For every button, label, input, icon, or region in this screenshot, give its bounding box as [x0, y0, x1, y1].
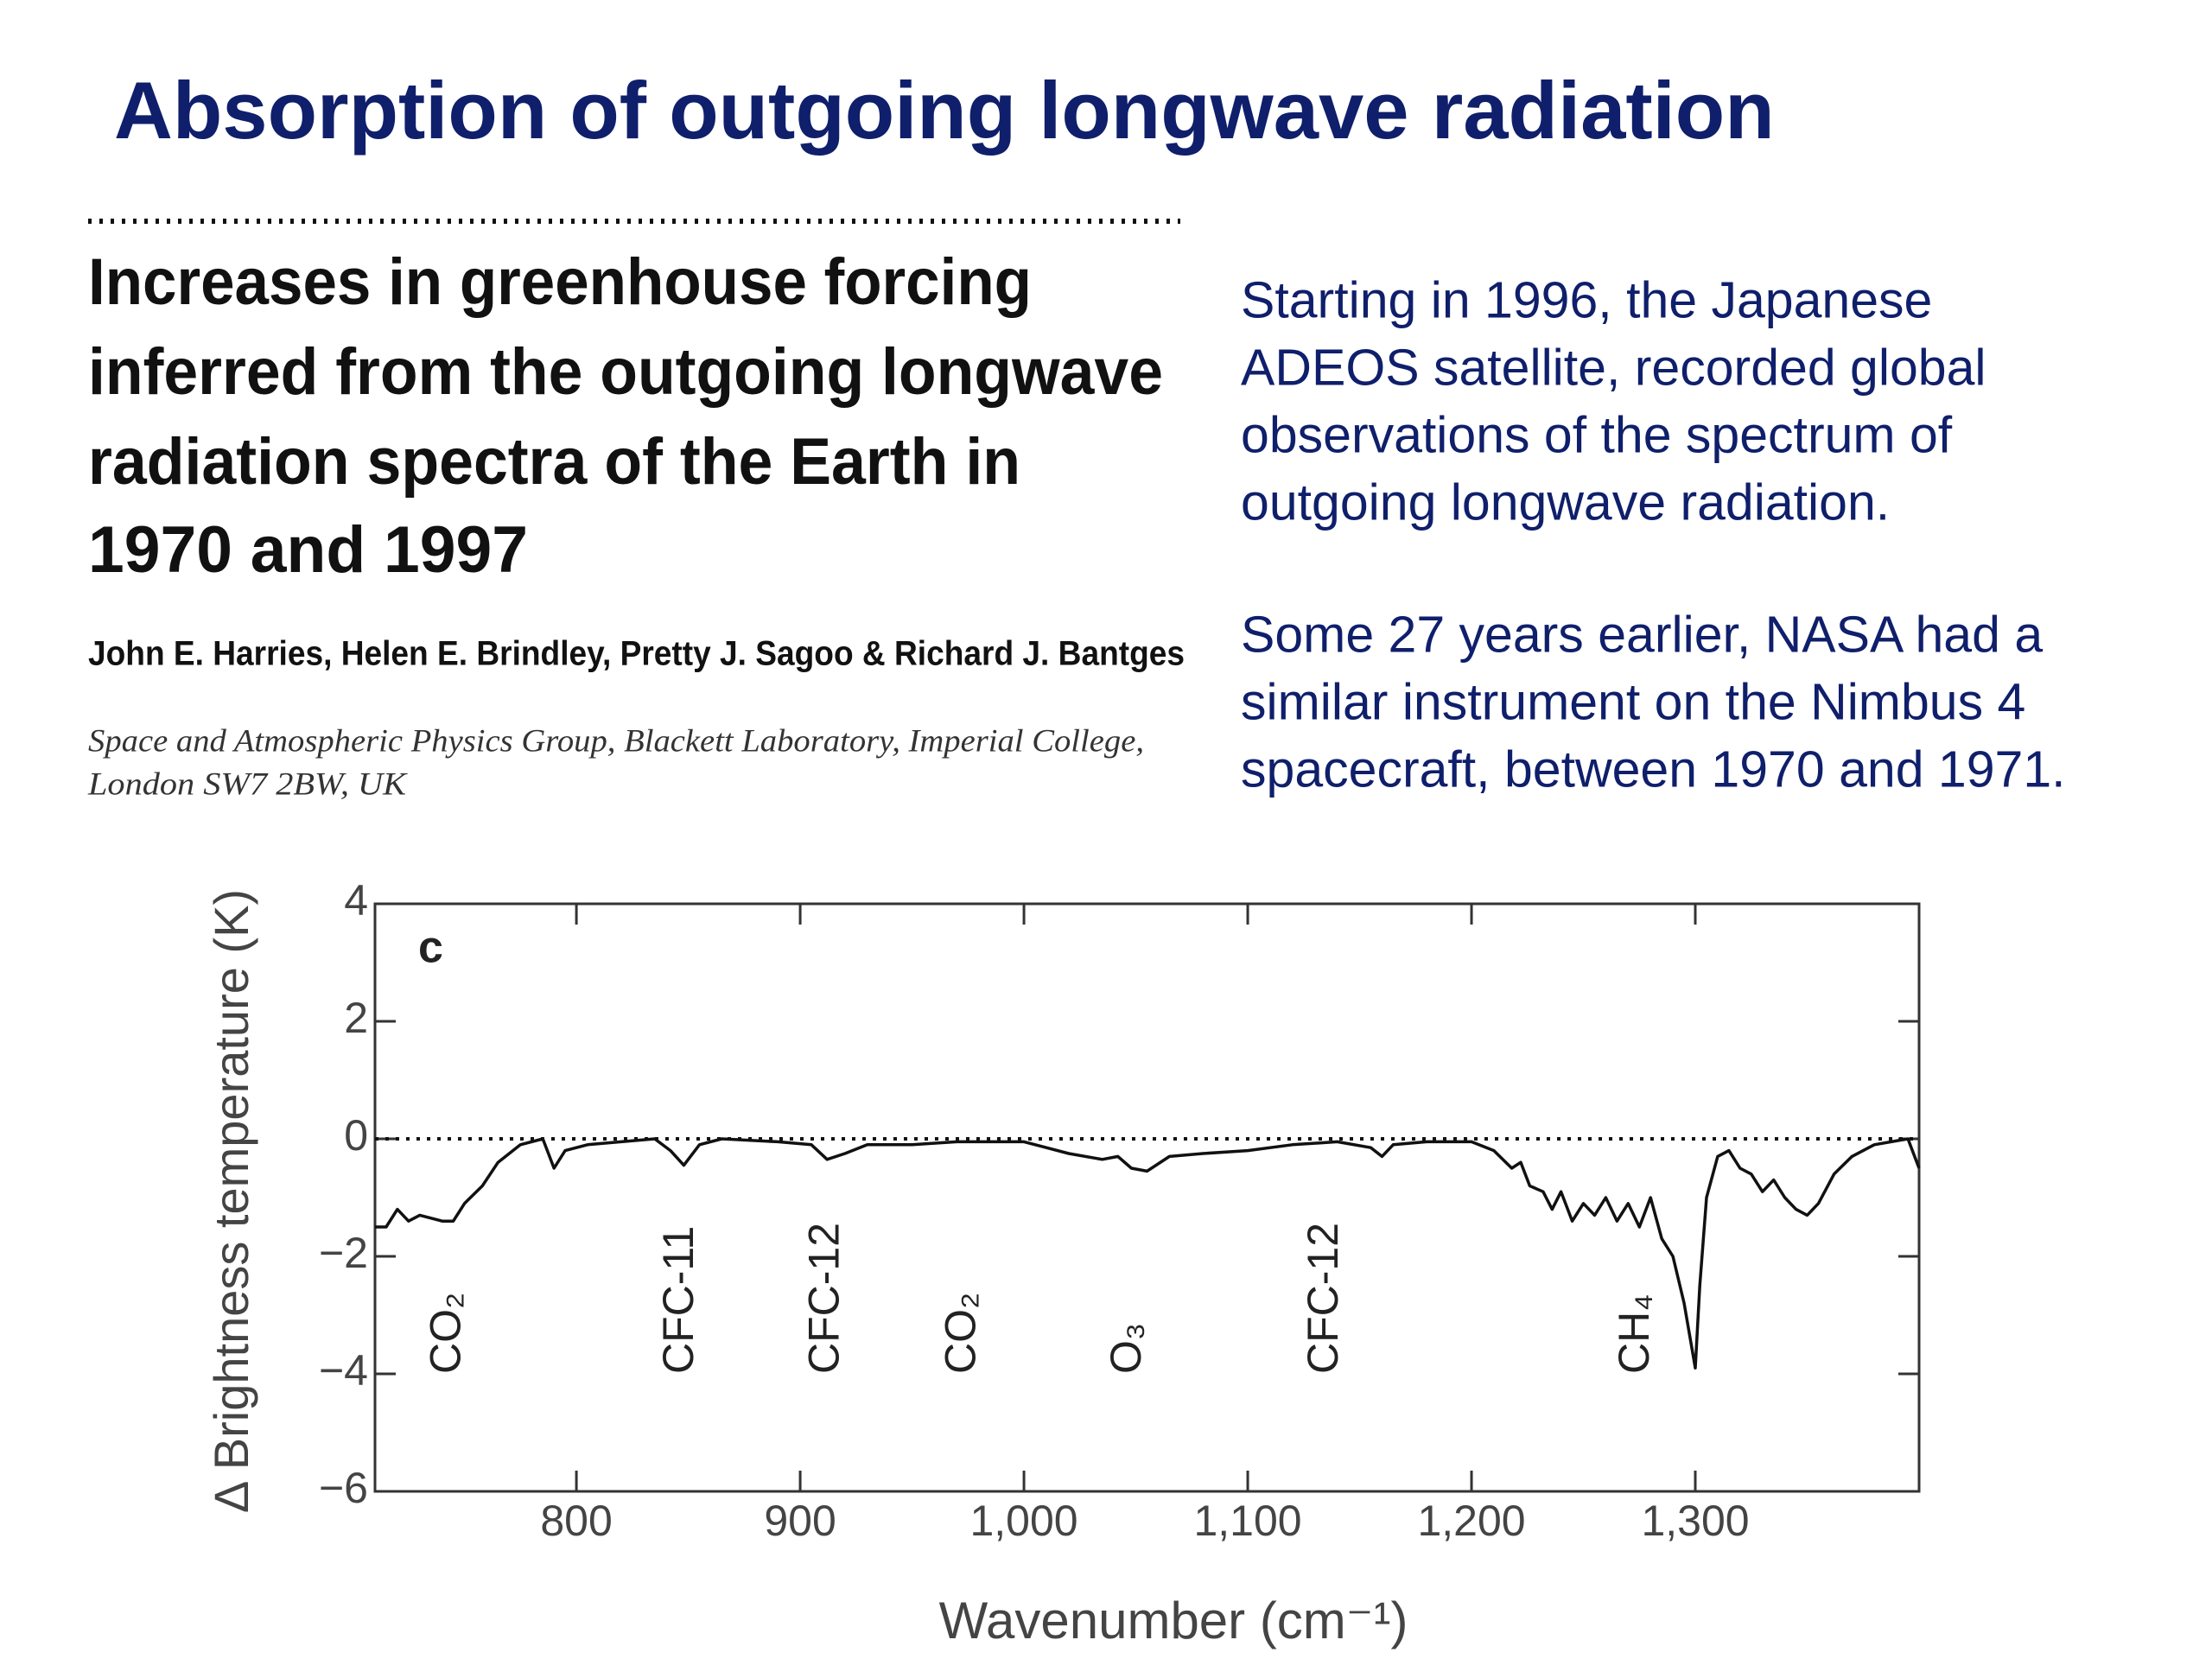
paper-title-line: Increases in greenhouse forcing — [88, 245, 1032, 319]
description-line: ADEOS satellite, recorded global — [1241, 340, 1986, 397]
gas-annotation: CFC-12 — [1299, 1223, 1347, 1374]
y-tick-label: −4 — [319, 1346, 368, 1395]
data-line — [375, 1137, 1921, 1370]
panel-label: c — [418, 923, 443, 973]
gas-annotation: O₃ — [1102, 1323, 1150, 1374]
paper-title-line: 1970 and 1997 — [88, 513, 528, 587]
plot-frame — [373, 902, 1921, 1493]
gas-annotation: CO₂ — [936, 1293, 984, 1374]
x-tick-label: 800 — [540, 1497, 612, 1545]
gas-annotation: CO₂ — [422, 1293, 470, 1374]
x-tick-label: 900 — [764, 1497, 836, 1545]
y-tick-label: 4 — [344, 876, 368, 925]
paper-title-line: inferred from the outgoing longwave — [88, 335, 1163, 409]
affiliation-line: Space and Atmospheric Physics Group, Bla… — [88, 723, 1144, 759]
chart: 4 2 0 −2 −4 −6 800 900 1,000 1,100 1,200 1,300 CO₂ CF… — [204, 876, 1921, 1649]
description: Starting in 1996, the Japanese ADEOS sate… — [1241, 272, 2066, 798]
description-line: similar instrument on the Nimbus 4 — [1241, 674, 2025, 731]
paper-title-line: radiation spectra of the Earth in — [88, 425, 1020, 499]
description-line: observations of the spectrum of — [1241, 407, 1953, 464]
gas-annotation: CFC-11 — [654, 1226, 702, 1374]
x-axis-label: Wavenumber (cm⁻¹) — [939, 1592, 1408, 1649]
affiliation-line: London SW7 2BW, UK — [87, 766, 409, 802]
x-tick-label: 1,100 — [1193, 1497, 1301, 1545]
description-line: Some 27 years earlier, NASA had a — [1241, 607, 2043, 664]
y-tick-label: 0 — [344, 1111, 368, 1160]
gas-annotation: CFC-12 — [799, 1223, 848, 1374]
x-tick-label: 1,200 — [1417, 1497, 1525, 1545]
description-line: Starting in 1996, the Japanese — [1241, 272, 1932, 329]
gas-annotation: CH₄ — [1610, 1294, 1658, 1374]
authors: John E. Harries, Helen E. Brindley, Pret… — [88, 635, 1185, 673]
x-tick-label: 1,000 — [969, 1497, 1077, 1545]
y-tick-label: 2 — [344, 994, 368, 1042]
y-axis-label: Δ Brightness temperature (K) — [204, 889, 258, 1513]
description-line: spacecraft, between 1970 and 1971. — [1241, 741, 2066, 798]
y-tick-label: −6 — [319, 1464, 368, 1512]
slide-title: Absorption of outgoing longwave radiatio… — [114, 65, 1775, 156]
y-tick-label: −2 — [319, 1229, 368, 1277]
x-tick-label: 1,300 — [1641, 1497, 1749, 1545]
description-line: outgoing longwave radiation. — [1241, 474, 1890, 531]
